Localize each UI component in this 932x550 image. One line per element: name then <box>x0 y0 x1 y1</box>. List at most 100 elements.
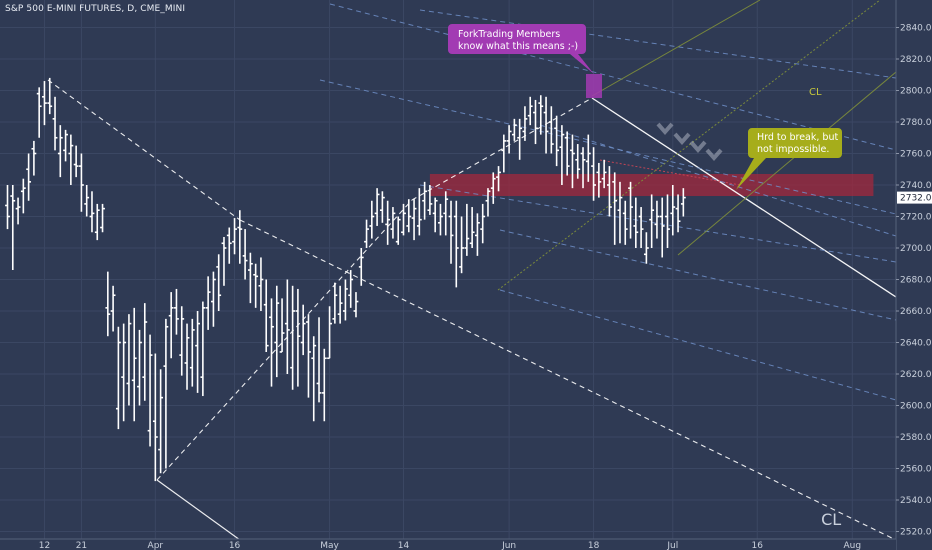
ohlc-bar <box>300 304 306 356</box>
ohlc-bar <box>580 147 586 189</box>
ohlc-bar <box>533 99 538 145</box>
time-tick-label: 12 <box>39 541 50 550</box>
price-bars <box>5 77 686 482</box>
ohlc-bar <box>163 318 169 469</box>
ohlc-bar <box>105 271 111 337</box>
ohlc-bar <box>110 285 116 332</box>
ohlc-bar <box>422 181 428 220</box>
price-tick-label: 2560.00 <box>900 465 932 475</box>
ohlc-bar <box>274 285 280 378</box>
trend-line-dashed[interactable] <box>156 199 413 481</box>
channel-line[interactable] <box>499 289 897 401</box>
ohlc-bar <box>321 348 327 422</box>
ohlc-bar <box>622 200 628 245</box>
ohlc-bar <box>364 219 369 248</box>
callout-hrd-line1: Hrd to break, but <box>757 132 838 143</box>
ohlc-bar <box>628 181 633 239</box>
trend-line-solid[interactable] <box>156 479 241 541</box>
cl-label: CL <box>821 510 841 529</box>
ohlc-bar <box>379 191 385 223</box>
channel-line[interactable] <box>499 229 897 321</box>
time-axis-background <box>0 539 896 550</box>
price-tick-label: 2680.00 <box>900 276 932 286</box>
price-axis-background <box>896 0 932 550</box>
time-tick-label: 16 <box>752 541 764 550</box>
ohlc-bar <box>659 197 665 258</box>
ohlc-bar <box>406 199 412 233</box>
channel-line[interactable] <box>329 3 897 151</box>
time-tick-label: Aug <box>844 541 862 550</box>
ohlc-bar <box>152 353 158 482</box>
ohlc-bar <box>57 125 63 178</box>
price-axis[interactable]: 2520.00 2540.00 2560.00 2580.00 2600.00 2620.… <box>895 0 932 550</box>
ohlc-bar <box>10 185 16 271</box>
ohlc-bar <box>36 87 42 138</box>
ohlc-bar <box>374 188 380 226</box>
ohlc-bar <box>211 271 216 327</box>
ohlc-bar <box>290 285 296 390</box>
ohlc-bar <box>52 96 58 151</box>
ohlc-bar <box>517 118 523 160</box>
channel-line[interactable] <box>419 9 897 79</box>
time-tick-label: 14 <box>398 541 410 550</box>
ohlc-bar <box>263 279 269 352</box>
ohlc-bar <box>311 336 317 422</box>
ohlc-bar <box>390 207 396 239</box>
ohlc-bar <box>226 227 232 264</box>
time-tick-label: 18 <box>588 541 600 550</box>
ohlc-bar <box>675 194 681 233</box>
ohlc-bar <box>205 276 211 330</box>
time-tick-label: 16 <box>229 541 241 550</box>
ohlc-bar <box>348 270 354 308</box>
ohlc-bar <box>617 181 623 244</box>
ohlc-bar <box>385 200 391 245</box>
pitchfork-tine[interactable] <box>591 0 761 97</box>
ohlc-bar <box>216 254 222 311</box>
price-tick-label: 2760.00 <box>900 150 932 160</box>
ohlc-bar <box>511 118 517 141</box>
ohlc-bar <box>131 307 137 422</box>
ohlc-bar <box>242 229 248 280</box>
ohlc-bar <box>575 144 581 179</box>
ohlc-bar <box>564 131 570 176</box>
ohlc-bar <box>26 153 32 201</box>
last-price-label: 2732.00 <box>900 194 932 204</box>
price-tick-label: 2840.00 <box>900 24 932 34</box>
ohlc-bar <box>554 115 560 167</box>
ohlc-bar <box>680 188 686 217</box>
ohlc-bar <box>654 200 660 239</box>
ohlc-bar <box>221 236 227 286</box>
ohlc-bar <box>327 306 332 360</box>
pitchfork-tine[interactable] <box>677 71 897 256</box>
price-tick-label: 2540.00 <box>900 496 932 506</box>
resistance-line[interactable] <box>591 97 897 298</box>
ohlc-bar <box>469 207 475 248</box>
ohlc-bar <box>496 166 501 192</box>
ohlc-bar <box>5 185 10 230</box>
trend-line-dashed[interactable] <box>47 79 241 221</box>
trend-line-dashed[interactable] <box>239 219 897 541</box>
ohlc-bar <box>232 218 237 255</box>
ohlc-bar <box>279 298 285 353</box>
ohlc-bar <box>443 191 449 236</box>
ohlc-bar <box>195 311 200 393</box>
trend-line-dashed[interactable] <box>411 97 593 201</box>
channel-line[interactable] <box>539 124 897 237</box>
price-tick-label: 2720.00 <box>900 213 932 223</box>
ohlc-bar <box>63 129 68 162</box>
ohlc-bar <box>31 140 37 176</box>
time-axis[interactable]: 12 21 Apr 16 May 14 Jun 18 Jul 16 Aug <box>0 538 896 550</box>
callout-hrd-line2: not impossible. <box>757 144 829 155</box>
ohlc-bar <box>501 134 507 173</box>
ohlc-bar <box>453 200 459 288</box>
resistance-zone[interactable] <box>429 173 874 197</box>
ohlc-bar <box>89 191 95 233</box>
ohlc-bar <box>121 323 127 422</box>
trend-lines[interactable]: CL CL <box>47 0 897 541</box>
time-tick-label: Apr <box>148 541 164 550</box>
chevron-down-icon <box>656 122 674 136</box>
price-tick-label: 2520.00 <box>900 528 932 538</box>
